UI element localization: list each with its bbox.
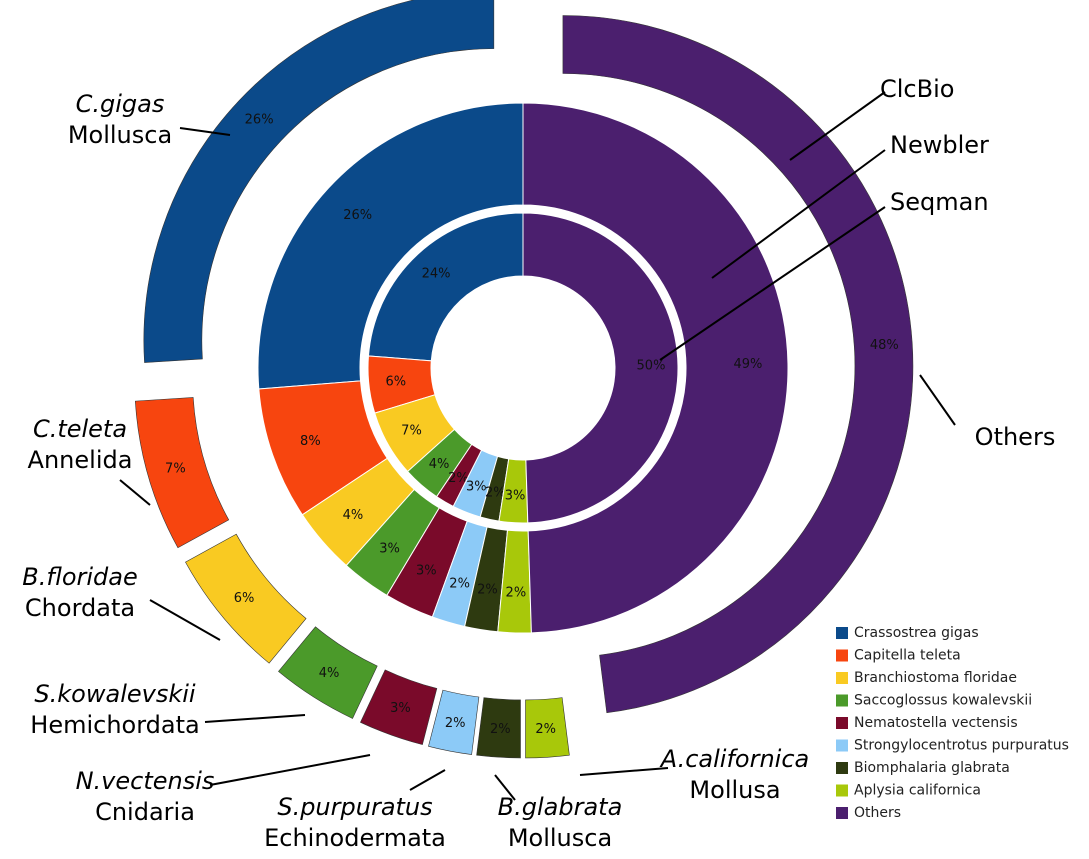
ring-segment <box>278 626 378 719</box>
value-label: 2% <box>490 722 511 737</box>
value-label: 4% <box>343 508 364 523</box>
ring-segment <box>476 697 521 759</box>
ring-segment <box>562 15 914 714</box>
phylum-name: Chordata <box>25 594 135 622</box>
species-name: Others <box>975 423 1056 451</box>
legend-label: Biomphalaria glabrata <box>854 760 1010 776</box>
value-label: 3% <box>416 564 437 579</box>
value-label: 2% <box>506 585 527 600</box>
value-label: 49% <box>734 357 763 372</box>
legend-label: Capitella teleta <box>854 648 961 664</box>
value-label: 2% <box>448 471 469 486</box>
species-name: N.vectensis <box>76 767 215 795</box>
legend-label: Branchiostoma floridae <box>854 670 1017 686</box>
legend-label: Strongylocentrotus purpuratus <box>854 738 1069 754</box>
phylum-name: Mollusca <box>508 824 612 852</box>
ring-segment <box>360 669 438 746</box>
phylum-name: Hemichordata <box>30 711 199 739</box>
leader-line <box>494 774 516 801</box>
species-name: B.floridae <box>22 563 138 591</box>
ring-segment <box>525 697 570 759</box>
value-label: 4% <box>319 666 340 681</box>
species-name: C.gigas <box>76 90 165 118</box>
phylum-name: Cnidaria <box>95 798 195 826</box>
ring-name: Seqman <box>890 188 989 216</box>
ring-name: ClcBio <box>880 75 954 103</box>
leader-line <box>711 149 886 279</box>
legend-swatch <box>836 649 848 662</box>
ring-segment <box>522 102 789 634</box>
value-label: 3% <box>505 488 526 503</box>
legend-swatch <box>836 807 848 819</box>
leader-line <box>179 127 231 136</box>
leader-line <box>919 374 956 426</box>
phylum-name: Mollusa <box>689 776 780 804</box>
value-label: 50% <box>637 359 666 374</box>
ring-segment <box>257 102 524 390</box>
value-label: 7% <box>401 423 422 438</box>
ring-segment <box>522 212 679 524</box>
leader-line <box>659 206 886 361</box>
legend-label: Aplysia californica <box>854 783 981 799</box>
legend-swatch <box>836 784 848 797</box>
value-label: 26% <box>343 208 372 223</box>
value-label: 2% <box>445 716 466 731</box>
phylum-name: Annelida <box>28 446 133 474</box>
phylum-name: Echinodermata <box>264 824 446 852</box>
species-name: S.kowalevskii <box>34 680 195 708</box>
leader-line <box>204 714 306 723</box>
legend-swatch <box>836 762 848 774</box>
legend-label: Nematostella vectensis <box>854 715 1018 731</box>
value-label: 24% <box>422 267 451 282</box>
value-label: 2% <box>477 583 498 598</box>
ring-segment <box>185 533 307 664</box>
species-name: C.teleta <box>33 415 127 443</box>
value-label: 3% <box>390 701 411 716</box>
legend-label: Others <box>854 805 901 821</box>
value-label: 8% <box>300 434 321 449</box>
leader-line <box>409 769 446 791</box>
legend-swatch <box>836 672 848 684</box>
phylum-name: Mollusca <box>68 121 172 149</box>
leader-line <box>579 767 669 776</box>
species-name: B.glabrata <box>498 793 623 821</box>
value-label: 3% <box>379 542 400 557</box>
value-label: 6% <box>385 374 406 389</box>
legend-label: Saccoglossus kowalevskii <box>854 693 1032 709</box>
value-label: 3% <box>466 480 487 495</box>
species-name: A.californica <box>659 745 810 773</box>
leader-line <box>119 479 151 506</box>
species-name: S.purpuratus <box>277 793 432 821</box>
legend-swatch <box>836 627 848 639</box>
legend-swatch <box>836 694 848 707</box>
ring-segment <box>367 212 524 362</box>
value-label: 4% <box>429 457 450 472</box>
value-label: 7% <box>165 461 186 476</box>
value-label: 6% <box>234 591 255 606</box>
ring-segment <box>428 689 480 755</box>
legend-swatch <box>836 739 848 752</box>
ring-name: Newbler <box>890 131 989 159</box>
value-label: 2% <box>485 485 506 500</box>
value-label: 2% <box>449 576 470 591</box>
ring-segment <box>143 0 495 363</box>
value-label: 48% <box>870 338 899 353</box>
leader-line <box>149 599 221 641</box>
value-label: 2% <box>535 722 556 737</box>
leader-line <box>209 754 371 786</box>
value-label: 26% <box>245 113 274 128</box>
legend-label: Crassostrea gigas <box>854 625 979 641</box>
leader-line <box>789 91 886 161</box>
legend-swatch <box>836 717 848 729</box>
ring-segment <box>134 397 230 549</box>
